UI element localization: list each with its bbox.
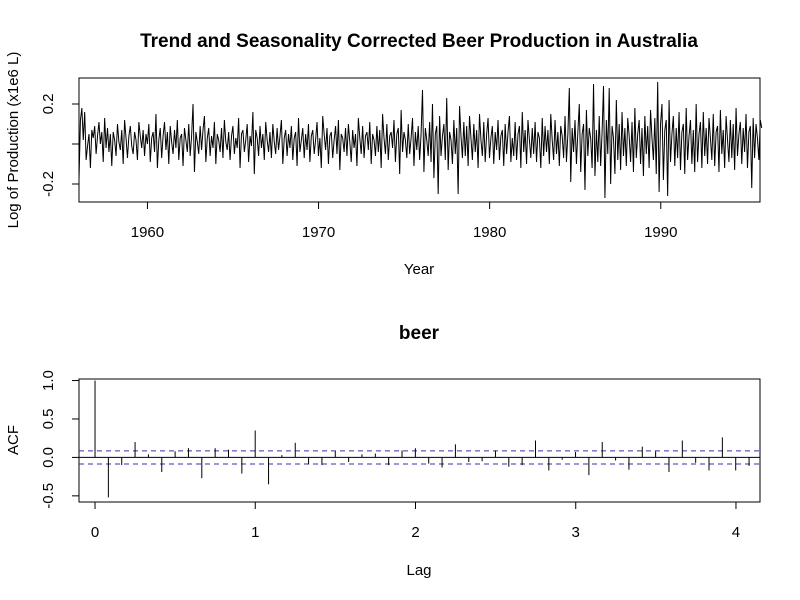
acf-bars [94, 380, 750, 498]
series-chart: Trend and Seasonality Corrected Beer Pro… [5, 31, 763, 278]
acf-x-tick-label: 0 [91, 524, 99, 541]
acf-y-tick-label: 0.5 [40, 409, 57, 430]
acf-x-axis: 0 1 2 3 4 [91, 502, 740, 541]
series-x-tick-label: 1980 [473, 224, 506, 241]
series-y-tick-label: 0.2 [40, 94, 57, 115]
acf-x-tick-label: 1 [251, 524, 259, 541]
series-line [78, 81, 763, 199]
series-y-axis-label: Log of Production (x1e6 L) [5, 52, 22, 229]
series-x-tick-label: 1970 [302, 224, 335, 241]
series-x-tick-label: 1960 [131, 224, 164, 241]
acf-chart: beer 0 1 2 3 4 -0.5 0.0 0.5 1.0 Lag ACF [5, 323, 761, 579]
acf-x-tick-label: 3 [572, 524, 580, 541]
series-y-axis: -0.2 0.2 [40, 94, 79, 197]
series-x-axis-label: Year [404, 261, 434, 278]
acf-y-axis-label: ACF [5, 425, 22, 455]
acf-x-tick-label: 2 [411, 524, 419, 541]
series-y-tick-label: -0.2 [40, 171, 57, 197]
acf-y-axis: -0.5 0.0 0.5 1.0 [40, 370, 79, 509]
acf-x-tick-label: 4 [732, 524, 740, 541]
acf-y-tick-label: 0.0 [40, 447, 57, 468]
acf-x-axis-label: Lag [406, 562, 431, 579]
acf-y-tick-label: -0.5 [40, 483, 57, 509]
acf-y-tick-label: 1.0 [40, 370, 57, 391]
acf-plot-frame [78, 378, 761, 503]
series-chart-title: Trend and Seasonality Corrected Beer Pro… [140, 31, 698, 52]
acf-chart-title: beer [399, 323, 440, 344]
series-x-tick-label: 1990 [644, 224, 677, 241]
series-x-axis: 1960 1970 1980 1990 [131, 202, 677, 241]
